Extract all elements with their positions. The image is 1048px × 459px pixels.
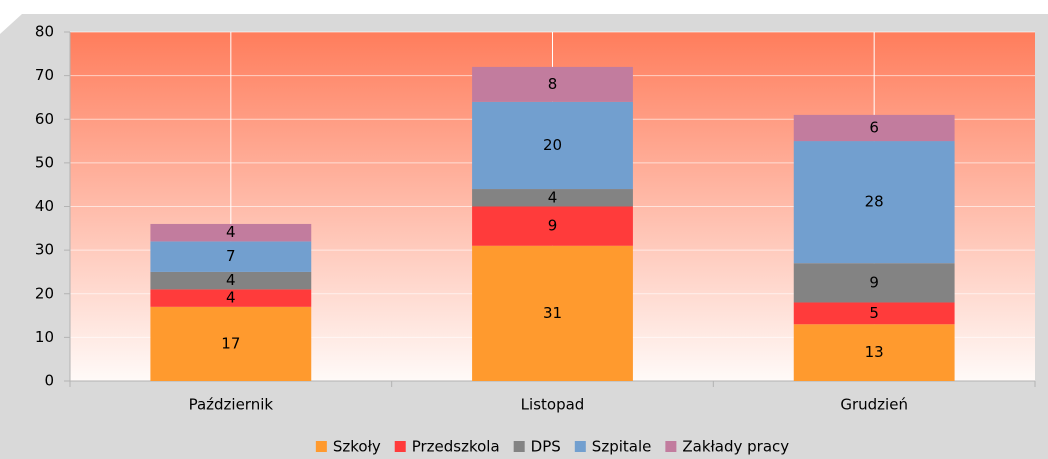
data-label: 7 bbox=[226, 247, 236, 265]
bar-segment bbox=[472, 66, 633, 102]
x-tick-label: Listopad bbox=[521, 396, 585, 414]
data-label: 4 bbox=[226, 223, 236, 241]
legend-label: Szkoły bbox=[333, 438, 381, 456]
y-tick-label: 80 bbox=[35, 23, 54, 41]
legend-label: DPS bbox=[531, 438, 561, 456]
bar-segment bbox=[150, 306, 312, 381]
legend-swatch bbox=[574, 441, 586, 452]
bar-segment bbox=[150, 223, 312, 242]
bar-segment bbox=[793, 263, 955, 303]
data-label: 4 bbox=[226, 271, 236, 289]
data-label: 9 bbox=[548, 217, 558, 235]
legend-label: Przedszkola bbox=[412, 438, 500, 456]
y-tick-label: 50 bbox=[35, 153, 54, 171]
data-label: 8 bbox=[548, 75, 558, 93]
data-label: 4 bbox=[226, 289, 236, 307]
data-label: 17 bbox=[221, 334, 240, 352]
y-tick-label: 40 bbox=[35, 197, 54, 215]
x-tick-label: Październik bbox=[189, 396, 274, 414]
legend-label: Szpitale bbox=[592, 438, 652, 456]
bar-segment bbox=[793, 141, 955, 264]
data-label: 4 bbox=[548, 188, 558, 206]
bar-segment bbox=[472, 101, 633, 190]
bar-segment bbox=[150, 271, 312, 290]
legend-swatch bbox=[315, 441, 327, 452]
x-tick-label: Grudzień bbox=[840, 396, 908, 414]
data-label: 6 bbox=[869, 118, 879, 136]
legend-swatch bbox=[394, 441, 406, 452]
legend-swatch bbox=[665, 441, 677, 452]
bar-segment bbox=[472, 245, 633, 381]
bar-segment bbox=[150, 289, 312, 307]
legend-swatch bbox=[513, 441, 525, 452]
data-label: 5 bbox=[869, 304, 879, 322]
bar-segment bbox=[793, 114, 955, 142]
y-tick-label: 60 bbox=[35, 110, 54, 128]
data-label: 20 bbox=[543, 136, 562, 154]
data-label: 9 bbox=[869, 273, 879, 291]
data-label: 31 bbox=[543, 304, 562, 322]
y-tick-label: 10 bbox=[35, 328, 54, 346]
y-tick-label: 30 bbox=[35, 241, 54, 259]
bar-segment bbox=[793, 324, 955, 381]
y-tick-label: 70 bbox=[35, 66, 54, 84]
y-tick-label: 0 bbox=[44, 372, 54, 390]
data-label: 13 bbox=[865, 343, 884, 361]
y-tick-label: 20 bbox=[35, 284, 54, 302]
data-label: 28 bbox=[865, 193, 884, 211]
bar-segment bbox=[150, 241, 312, 272]
bar-segment bbox=[793, 302, 955, 325]
legend-label: Zakłady pracy bbox=[682, 438, 789, 456]
bar-segment bbox=[472, 189, 633, 207]
bar-segment bbox=[472, 206, 633, 246]
